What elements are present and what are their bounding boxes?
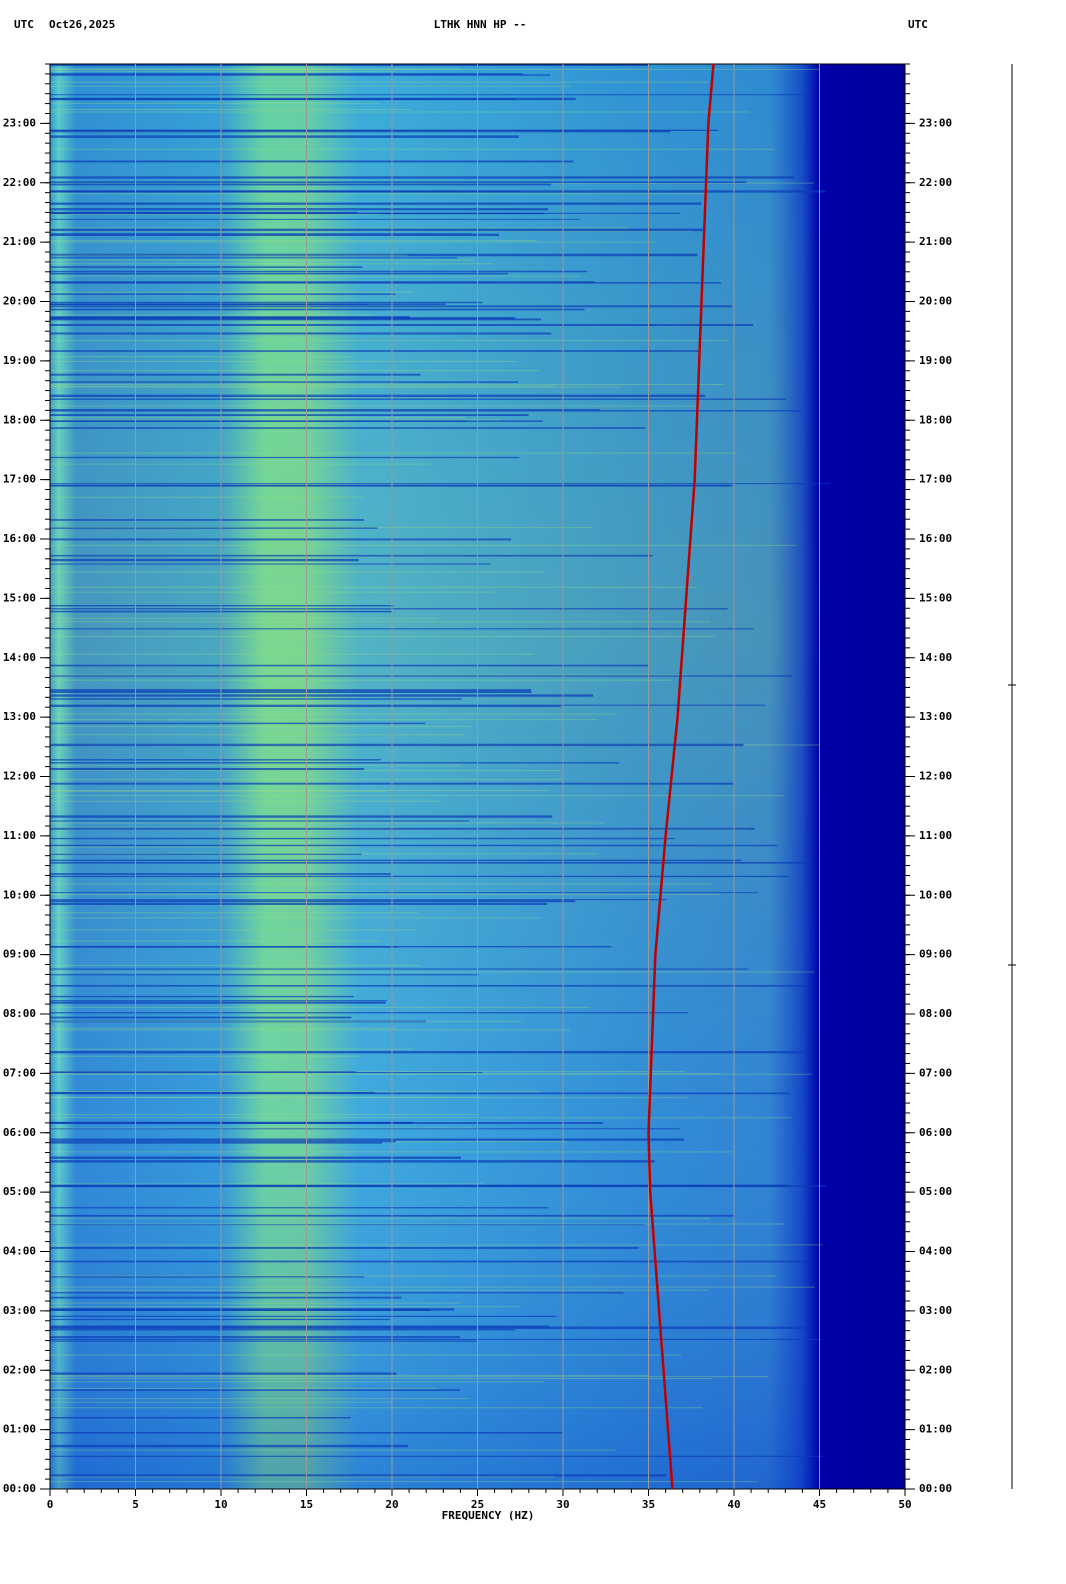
- y-tick-label: 13:00: [3, 710, 36, 723]
- trace-line: [647, 63, 715, 1490]
- x-tick-label: 30: [556, 1498, 569, 1511]
- y-tick-label-right: 17:00: [919, 473, 952, 486]
- y-tick-label-right: 03:00: [919, 1304, 952, 1317]
- y-tick-label: 19:00: [3, 354, 36, 367]
- y-tick-label-right: 10:00: [919, 888, 952, 901]
- y-tick-label-right: 20:00: [919, 295, 952, 308]
- y-tick-label-right: 18:00: [919, 413, 952, 426]
- y-tick-label: 07:00: [3, 1066, 36, 1079]
- x-tick-label: 35: [642, 1498, 655, 1511]
- y-tick-label-right: 06:00: [919, 1126, 952, 1139]
- x-tick-label: 45: [813, 1498, 826, 1511]
- y-tick-label: 03:00: [3, 1304, 36, 1317]
- y-tick-label-right: 11:00: [919, 829, 952, 842]
- x-tick-label: 50: [898, 1498, 911, 1511]
- y-tick-label: 11:00: [3, 829, 36, 842]
- y-tick-label-right: 16:00: [919, 532, 952, 545]
- y-tick-label: 14:00: [3, 651, 36, 664]
- y-tick-label: 23:00: [3, 116, 36, 129]
- y-tick-label: 18:00: [3, 413, 36, 426]
- timezone-left: UTC: [14, 18, 34, 31]
- y-tick-label-right: 04:00: [919, 1245, 952, 1258]
- y-tick-label-right: 05:00: [919, 1185, 952, 1198]
- y-tick-label: 20:00: [3, 295, 36, 308]
- y-tick-label-right: 23:00: [919, 116, 952, 129]
- y-tick-label-right: 22:00: [919, 176, 952, 189]
- y-tick-label-right: 14:00: [919, 651, 952, 664]
- y-tick-label: 08:00: [3, 1007, 36, 1020]
- x-tick-label: 20: [385, 1498, 398, 1511]
- y-tick-label: 09:00: [3, 948, 36, 961]
- y-tick-label: 06:00: [3, 1126, 36, 1139]
- date: Oct26,2025: [49, 18, 115, 31]
- x-tick-label: 40: [727, 1498, 740, 1511]
- y-tick-label-right: 01:00: [919, 1423, 952, 1436]
- y-tick-label-right: 08:00: [919, 1007, 952, 1020]
- x-tick-label: 25: [471, 1498, 484, 1511]
- y-tick-label-right: 00:00: [919, 1482, 952, 1495]
- y-tick-label: 10:00: [3, 888, 36, 901]
- y-tick-label: 04:00: [3, 1245, 36, 1258]
- y-tick-label-right: 12:00: [919, 770, 952, 783]
- y-tick-label: 00:00: [3, 1482, 36, 1495]
- chart-title: LTHK HNN HP --: [434, 18, 527, 31]
- x-tick-label: 0: [47, 1498, 54, 1511]
- y-tick-label: 17:00: [3, 473, 36, 486]
- y-tick-label-right: 21:00: [919, 235, 952, 248]
- y-tick-label: 16:00: [3, 532, 36, 545]
- x-tick-label: 15: [300, 1498, 313, 1511]
- x-axis-label: FREQUENCY (HZ): [442, 1509, 535, 1522]
- y-tick-label-right: 15:00: [919, 591, 952, 604]
- y-tick-label: 15:00: [3, 591, 36, 604]
- x-tick-label: 10: [214, 1498, 227, 1511]
- y-tick-label-right: 09:00: [919, 948, 952, 961]
- y-tick-label: 01:00: [3, 1423, 36, 1436]
- y-tick-label: 22:00: [3, 176, 36, 189]
- y-tick-label-right: 19:00: [919, 354, 952, 367]
- y-tick-label: 05:00: [3, 1185, 36, 1198]
- y-tick-label-right: 07:00: [919, 1066, 952, 1079]
- y-tick-label-right: 02:00: [919, 1363, 952, 1376]
- y-tick-label: 02:00: [3, 1363, 36, 1376]
- y-tick-label: 12:00: [3, 770, 36, 783]
- timezone-right: UTC: [908, 18, 928, 31]
- y-tick-label-right: 13:00: [919, 710, 952, 723]
- y-tick-label: 21:00: [3, 235, 36, 248]
- x-tick-label: 5: [132, 1498, 139, 1511]
